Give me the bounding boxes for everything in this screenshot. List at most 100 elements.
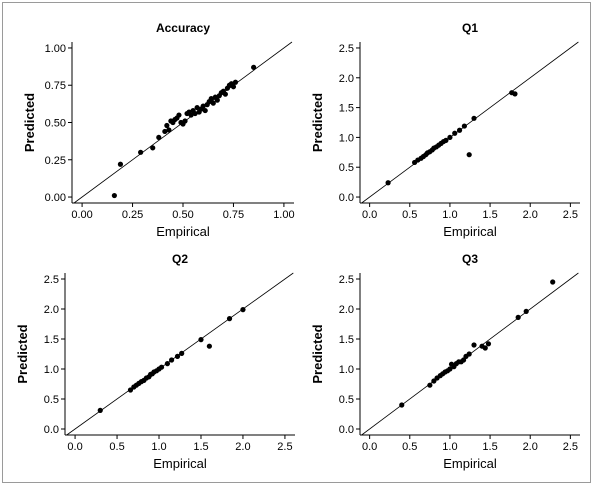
x-tick-label: 0.0 xyxy=(67,441,82,453)
data-point xyxy=(443,137,449,143)
panel-title: Q3 xyxy=(462,252,478,266)
data-point xyxy=(192,110,198,117)
data-point xyxy=(399,402,405,408)
x-tick-label: 1.0 xyxy=(442,209,457,221)
data-point xyxy=(471,115,477,121)
y-tick-label: 1.0 xyxy=(44,364,59,376)
data-point xyxy=(150,145,156,151)
data-point xyxy=(512,91,518,97)
data-point xyxy=(550,279,556,285)
panel-4: Q3 0.0 0.5 1.0 1.5 2.0 2.5 0.0 0.5 1.0 1.5 2.0 2.5 Em… xyxy=(310,252,580,471)
data-point xyxy=(117,161,124,167)
data-point xyxy=(97,407,103,413)
data-point xyxy=(226,316,233,322)
x-tick-label: 1.5 xyxy=(482,441,497,453)
x-tick-label: 0.0 xyxy=(362,441,377,453)
y-axis-label: Predicted xyxy=(310,93,325,152)
data-point xyxy=(164,361,171,367)
data-point xyxy=(251,64,257,70)
y-tick-label: 1.5 xyxy=(339,103,354,115)
data-point xyxy=(206,343,212,349)
x-tick-label: 0.75 xyxy=(223,209,244,221)
x-tick-label: 0.5 xyxy=(402,441,417,453)
y-tick-label: 2.5 xyxy=(339,43,354,55)
data-point xyxy=(240,307,246,313)
data-point xyxy=(111,192,117,199)
data-point xyxy=(515,314,521,320)
panel-2: Q1 0.0 0.5 1.0 1.5 2.0 2.5 0.0 0.5 1.0 1.5 2.0 2.5 Em… xyxy=(310,21,580,239)
y-tick-label: 1.0 xyxy=(339,364,354,376)
x-tick-label: 0.5 xyxy=(402,209,417,221)
x-tick-label: 0.50 xyxy=(172,209,193,221)
data-point xyxy=(138,149,144,155)
x-tick-label: 0.5 xyxy=(109,441,124,453)
x-tick-label: 1.5 xyxy=(482,209,497,221)
x-tick-label: 0.25 xyxy=(122,209,143,221)
y-axis-label: Predicted xyxy=(22,93,37,152)
panel-title: Q1 xyxy=(462,21,478,35)
data-point xyxy=(427,382,433,388)
x-tick-label: 2.0 xyxy=(523,209,538,221)
data-point xyxy=(466,351,472,357)
y-tick-label: 2.0 xyxy=(339,304,354,316)
y-tick-label: 2.5 xyxy=(44,274,59,286)
y-axis-label: Predicted xyxy=(310,324,325,383)
x-tick-label: 2.5 xyxy=(277,441,292,453)
data-point xyxy=(176,112,182,118)
data-point xyxy=(222,91,228,97)
x-tick-label: 0.0 xyxy=(362,209,377,221)
y-tick-label: 2.0 xyxy=(339,73,354,85)
panel-1: Accuracy 0.00 0.25 0.50 0.75 1.00 0.00 0.25 0.50… xyxy=(22,21,295,239)
x-axis-label: Empirical xyxy=(156,224,210,239)
data-point xyxy=(482,345,488,351)
y-tick-label: 0.00 xyxy=(45,192,66,204)
x-tick-label: 2.5 xyxy=(563,441,578,453)
y-axis-label: Predicted xyxy=(15,324,30,383)
y-tick-label: 0.75 xyxy=(45,80,66,92)
data-point xyxy=(385,180,391,186)
data-point xyxy=(162,128,168,135)
y-tick-label: 1.5 xyxy=(339,334,354,346)
data-point xyxy=(232,79,239,85)
x-axis-label: Empirical xyxy=(443,456,497,471)
data-point xyxy=(174,353,181,359)
data-point xyxy=(447,134,453,141)
data-point xyxy=(471,342,477,348)
x-tick-label: 2.0 xyxy=(523,441,538,453)
y-tick-label: 1.5 xyxy=(44,334,59,346)
y-tick-label: 2.0 xyxy=(44,304,59,316)
x-tick-label: 2.0 xyxy=(235,441,250,453)
data-point xyxy=(127,387,134,393)
y-tick-label: 0.0 xyxy=(339,424,354,436)
y-tick-label: 0.5 xyxy=(339,394,354,406)
x-tick-label: 1.5 xyxy=(193,441,208,453)
panel-3: Q2 0.0 0.5 1.0 1.5 2.0 2.5 0.0 0.5 1.0 1.5 2.0 2.5 Em… xyxy=(15,252,295,471)
y-tick-label: 2.5 xyxy=(339,274,354,286)
x-axis-label: Empirical xyxy=(153,456,207,471)
y-tick-label: 1.00 xyxy=(45,43,66,55)
x-tick-label: 2.5 xyxy=(563,209,578,221)
y-tick-label: 0.5 xyxy=(339,162,354,174)
data-point xyxy=(166,127,172,133)
x-axis-label: Empirical xyxy=(443,224,497,239)
data-point xyxy=(164,122,170,129)
x-tick-label: 1.0 xyxy=(442,441,457,453)
y-tick-label: 0.25 xyxy=(45,155,66,167)
data-point xyxy=(523,308,529,314)
data-point xyxy=(179,350,185,356)
panel-title: Q2 xyxy=(172,252,188,266)
x-tick-label: 1.00 xyxy=(273,209,294,221)
data-point xyxy=(466,152,472,158)
data-point xyxy=(198,337,204,343)
panel-title: Accuracy xyxy=(156,21,210,35)
data-point xyxy=(188,112,194,118)
data-point xyxy=(202,107,208,114)
data-point xyxy=(447,366,453,372)
data-point xyxy=(200,103,206,109)
y-tick-label: 0.50 xyxy=(45,118,66,130)
data-point xyxy=(194,104,200,111)
data-point xyxy=(158,364,165,370)
reference-line xyxy=(361,41,579,204)
y-tick-label: 0.0 xyxy=(44,424,59,436)
